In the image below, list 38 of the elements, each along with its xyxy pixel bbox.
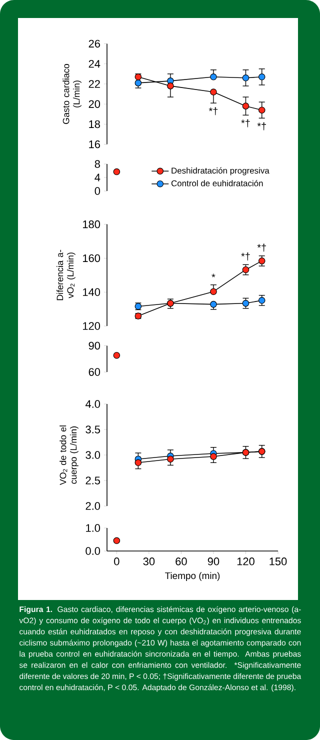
y-tick-label: 160 (83, 254, 100, 262)
x-tick-label: 60 (176, 558, 187, 566)
x-axis-title: Tiempo (min) (165, 572, 220, 581)
y-tick-label: 90 (88, 342, 100, 350)
y-tick-label: 120 (83, 322, 100, 330)
annotation: *† (241, 252, 250, 260)
y-tick-label: 22 (88, 80, 100, 88)
y-tick-label: 4 (94, 174, 100, 182)
y-tick-label: 3.0 (86, 451, 100, 459)
y-tick-label: 2.0 (86, 502, 100, 510)
y-tick-label: 1.0 (86, 524, 100, 532)
y-tick-label: 16 (89, 140, 100, 148)
y-tick-label: 3.5 (86, 426, 100, 434)
x-tick-label: 120 (237, 558, 254, 566)
annotation: *† (241, 119, 250, 128)
y-tick-label: 2.5 (86, 476, 100, 484)
y-tick-label: 180 (83, 220, 100, 228)
y-tick-label: 18 (89, 120, 100, 128)
y-tick-label: 60 (88, 368, 100, 376)
y-tick-label: 0.0 (86, 547, 100, 555)
y-tick-label: 26 (88, 40, 100, 48)
annotation: *† (257, 244, 266, 252)
legend-label: Control de euhidratación (171, 180, 263, 186)
annotation: *† (257, 122, 266, 130)
y-tick-label: 8 (94, 160, 100, 168)
y-tick-label: 20 (88, 100, 100, 108)
x-tick-label: 150 (270, 558, 287, 566)
annotation: *† (208, 107, 218, 116)
x-tick-label: 0 (114, 558, 120, 566)
annotation: * (212, 274, 216, 278)
y-axis-title: Gasto cardiaco (L/min) (62, 64, 82, 124)
y-tick-label: 140 (83, 288, 100, 296)
legend-label: Deshidratación progresiva (172, 167, 270, 176)
x-tick-label: 30 (143, 558, 155, 566)
y-tick-label: 4.0 (85, 400, 100, 408)
x-tick-label: 90 (208, 558, 220, 566)
y-tick-label: 24 (88, 60, 100, 68)
y-tick-label: 0 (94, 187, 100, 195)
